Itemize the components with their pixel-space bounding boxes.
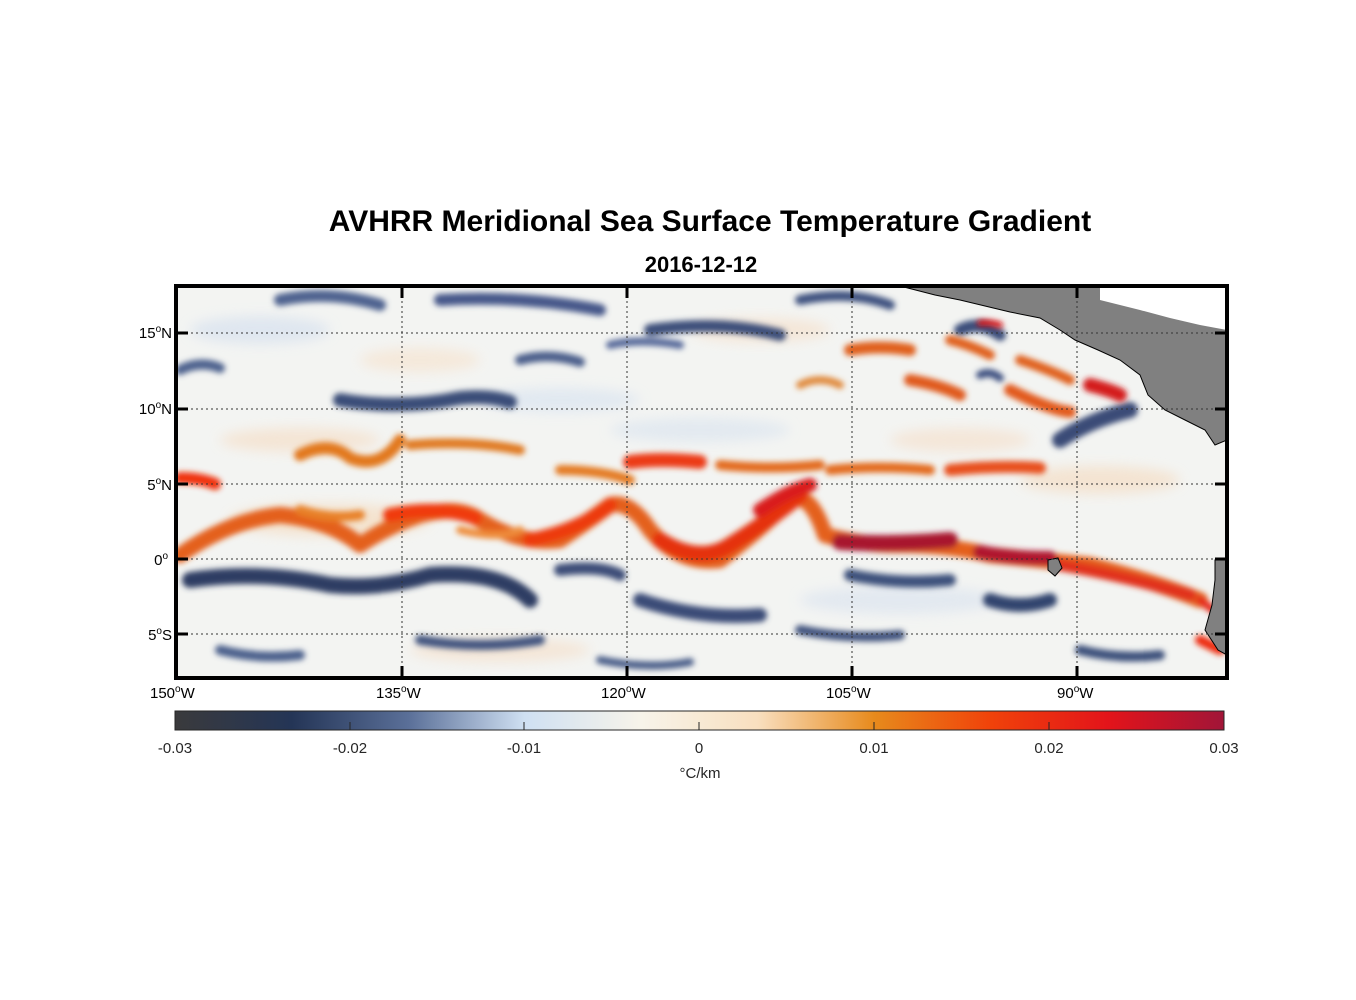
lon-label-135w: 135oW	[376, 684, 421, 702]
figure-date: 2016-12-12	[644, 252, 758, 277]
lat-label-15n: 15oN	[138, 324, 172, 342]
colorbar-tick-label: -0.02	[332, 740, 368, 757]
colorbar-tick-label: 0.03	[1209, 740, 1239, 757]
central-america-land	[899, 286, 1227, 446]
lon-label-150w: 150oW	[150, 684, 195, 702]
colorbar-tick-label: 0.01	[859, 740, 889, 757]
graticule	[176, 286, 1227, 678]
map-field	[176, 286, 1227, 678]
colorbar-tick-label: -0.03	[157, 740, 193, 757]
lat-label-0: 0o	[154, 551, 168, 569]
positive-gradient-features	[176, 319, 1225, 655]
lon-label-90w: 90oW	[1057, 684, 1094, 702]
frame-ticks	[176, 286, 1227, 678]
caribbean-sea	[1100, 286, 1227, 330]
lat-label-10n: 10oN	[138, 400, 172, 418]
galapagos-islands	[1047, 557, 1063, 577]
lon-label-105w: 105oW	[826, 684, 871, 702]
land-masses	[899, 286, 1227, 656]
map-frame	[174, 284, 1229, 680]
colorbar-tick-label: 0.02	[1034, 740, 1064, 757]
lon-label-120w: 120oW	[601, 684, 646, 702]
colorbar-units: °C/km	[679, 765, 721, 782]
colorbar-tick-label: 0	[694, 740, 704, 757]
south-america-land	[1204, 559, 1227, 656]
colorbar-ticks	[174, 722, 1225, 730]
colorbar-tick-label: -0.01	[506, 740, 542, 757]
figure-title: AVHRR Meridional Sea Surface Temperature…	[328, 205, 1092, 238]
lat-label-5s: 5oS	[148, 626, 172, 644]
lat-label-5n: 5oN	[147, 476, 172, 494]
